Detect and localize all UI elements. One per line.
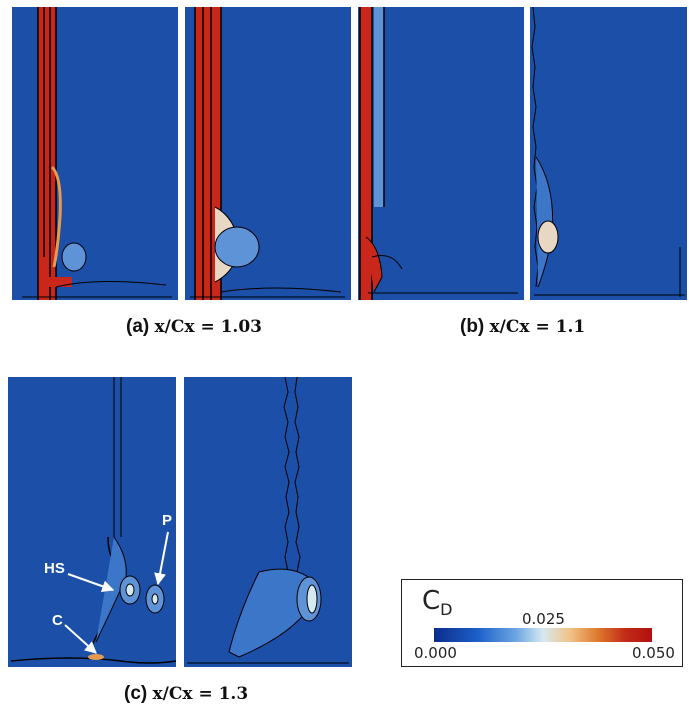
contour-panel-c-left (8, 377, 176, 667)
caption-b-label: (b) (460, 316, 485, 337)
colorbar-gradient (434, 628, 652, 642)
caption-b: (b) x/Cx = 1.1 (460, 316, 585, 338)
colorbar-mid: 0.025 (522, 610, 565, 628)
caption-a: (a) x/Cx = 1.03 (126, 316, 262, 338)
contour-panel-b-left (358, 7, 524, 300)
caption-b-equation: x/Cx = 1.1 (489, 317, 586, 337)
arrow-hs (67, 573, 115, 593)
label-hs: HS (44, 560, 65, 577)
label-c: C (52, 612, 63, 629)
caption-a-equation: x/Cx = 1.03 (154, 317, 263, 337)
caption-c-equation: x/Cx = 1.3 (152, 684, 249, 704)
caption-a-label: (a) (126, 316, 150, 337)
contour-panel-a-right (185, 7, 351, 300)
colorbar: CD 0.025 0.000 0.050 (401, 579, 683, 667)
arrow-c (64, 624, 97, 654)
caption-c: (c) x/Cx = 1.3 (124, 683, 248, 705)
arrow-p (154, 531, 169, 586)
colorbar-min: 0.000 (414, 644, 457, 662)
colorbar-max: 0.050 (632, 644, 675, 662)
caption-c-label: (c) (124, 683, 148, 704)
label-p: P (162, 512, 172, 529)
contour-panel-b-right (530, 7, 687, 300)
contour-panel-a-left (12, 7, 178, 300)
contour-panel-c-right (184, 377, 352, 667)
colorbar-title: CD (422, 586, 453, 620)
